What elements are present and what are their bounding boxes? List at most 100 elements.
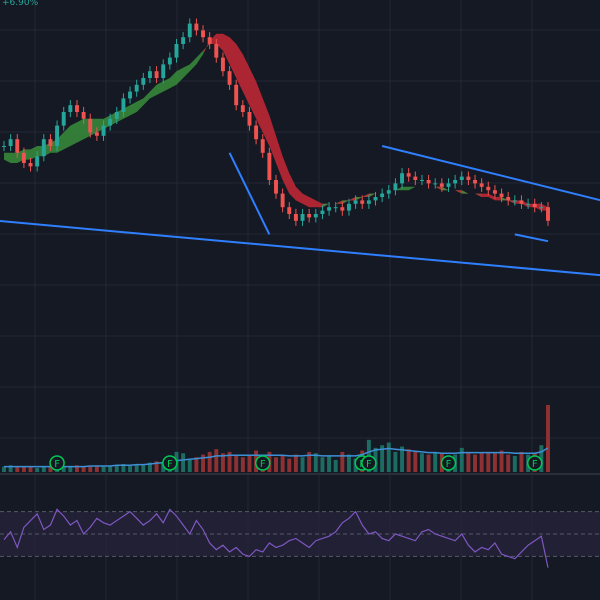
candle xyxy=(473,180,477,184)
volume-ma-line xyxy=(4,447,549,468)
cloud-bull-segment xyxy=(501,197,515,204)
volume-bar xyxy=(214,449,219,472)
candle xyxy=(167,57,172,65)
candle xyxy=(499,193,504,197)
candle xyxy=(519,200,524,204)
volume-bar xyxy=(48,466,53,472)
candle xyxy=(108,118,113,126)
volume-bar xyxy=(101,466,106,472)
candle xyxy=(307,214,312,218)
volume-bar xyxy=(2,466,6,472)
earnings-marker-circle xyxy=(49,455,65,471)
candle xyxy=(433,183,438,185)
volume-bar xyxy=(207,451,212,472)
candle xyxy=(21,152,26,163)
volume-bar xyxy=(419,453,424,472)
volume-bar xyxy=(28,466,33,472)
candle xyxy=(300,214,305,221)
candle xyxy=(15,139,20,153)
candle xyxy=(247,112,252,126)
candle xyxy=(419,180,424,181)
candle xyxy=(333,207,338,209)
volume-bar xyxy=(240,457,245,472)
candle xyxy=(400,173,405,184)
candle xyxy=(220,57,225,72)
volume-bar xyxy=(300,457,305,472)
candle xyxy=(466,176,471,180)
candle xyxy=(201,30,205,38)
candle xyxy=(486,186,491,191)
candle xyxy=(234,84,239,106)
candle xyxy=(134,84,139,92)
volume-bar xyxy=(327,455,332,472)
earnings-marker-label: F xyxy=(260,459,266,470)
candle xyxy=(274,180,278,194)
volume-bar xyxy=(128,464,133,472)
earnings-marker: F xyxy=(526,455,543,471)
candle xyxy=(373,197,378,201)
candle xyxy=(114,112,119,119)
candle xyxy=(546,207,550,221)
volume-bar xyxy=(108,465,113,472)
earnings-marker-circle xyxy=(361,455,377,471)
candle xyxy=(280,193,285,208)
volume-bar xyxy=(406,449,411,472)
candle xyxy=(327,207,332,211)
ichimoku-cloud xyxy=(4,33,548,211)
cloud-bull-segment xyxy=(368,186,442,197)
volume-bar xyxy=(546,405,550,472)
candle xyxy=(227,71,232,85)
candle xyxy=(446,183,451,187)
earnings-marker: F xyxy=(361,455,377,471)
candle xyxy=(380,193,385,197)
candlestick-series xyxy=(2,18,550,226)
volume-bar xyxy=(287,458,292,472)
volume-bar xyxy=(147,462,152,472)
candle xyxy=(75,105,79,112)
earnings-markers: FFFFFFF xyxy=(49,455,543,471)
volume-bar xyxy=(320,457,325,472)
volume-bar xyxy=(512,455,517,472)
candle xyxy=(267,152,272,180)
candle xyxy=(287,207,292,214)
volume-bar xyxy=(340,451,345,472)
volume-bar xyxy=(413,451,418,472)
volume-bar xyxy=(333,459,338,472)
candle xyxy=(413,176,418,180)
volume-bar xyxy=(293,454,298,472)
candle xyxy=(81,112,86,119)
volume-bar xyxy=(313,453,318,472)
cloud-bull-segment xyxy=(4,40,210,163)
volume-bar xyxy=(114,465,119,472)
candle xyxy=(260,139,265,153)
volume-bar xyxy=(21,465,26,472)
trendlines[interactable] xyxy=(0,145,600,277)
candle xyxy=(406,173,411,177)
earnings-marker-circle xyxy=(162,455,178,471)
candle xyxy=(254,125,259,140)
candle xyxy=(181,37,186,44)
candle xyxy=(128,91,133,99)
volume-bar xyxy=(201,454,205,472)
earnings-marker: F xyxy=(49,455,65,471)
earnings-marker-label: F xyxy=(366,459,372,470)
support-trendline xyxy=(0,220,600,277)
volume-bar xyxy=(75,465,79,472)
price-change-label: +6.90% xyxy=(2,0,39,8)
earnings-marker-label: F xyxy=(167,459,173,470)
volume-bar xyxy=(247,454,252,472)
volume-bar xyxy=(15,467,20,472)
candle xyxy=(386,190,391,194)
volume-bar xyxy=(61,466,66,472)
volume-bar xyxy=(386,442,391,472)
candle xyxy=(340,207,345,211)
candle xyxy=(459,176,464,180)
volume-bar xyxy=(227,451,232,472)
volume-bar xyxy=(35,467,40,472)
cloud-bear-segment xyxy=(475,193,509,201)
candle xyxy=(293,214,298,221)
candle xyxy=(453,180,458,184)
candle xyxy=(161,64,166,78)
candle xyxy=(240,105,245,112)
